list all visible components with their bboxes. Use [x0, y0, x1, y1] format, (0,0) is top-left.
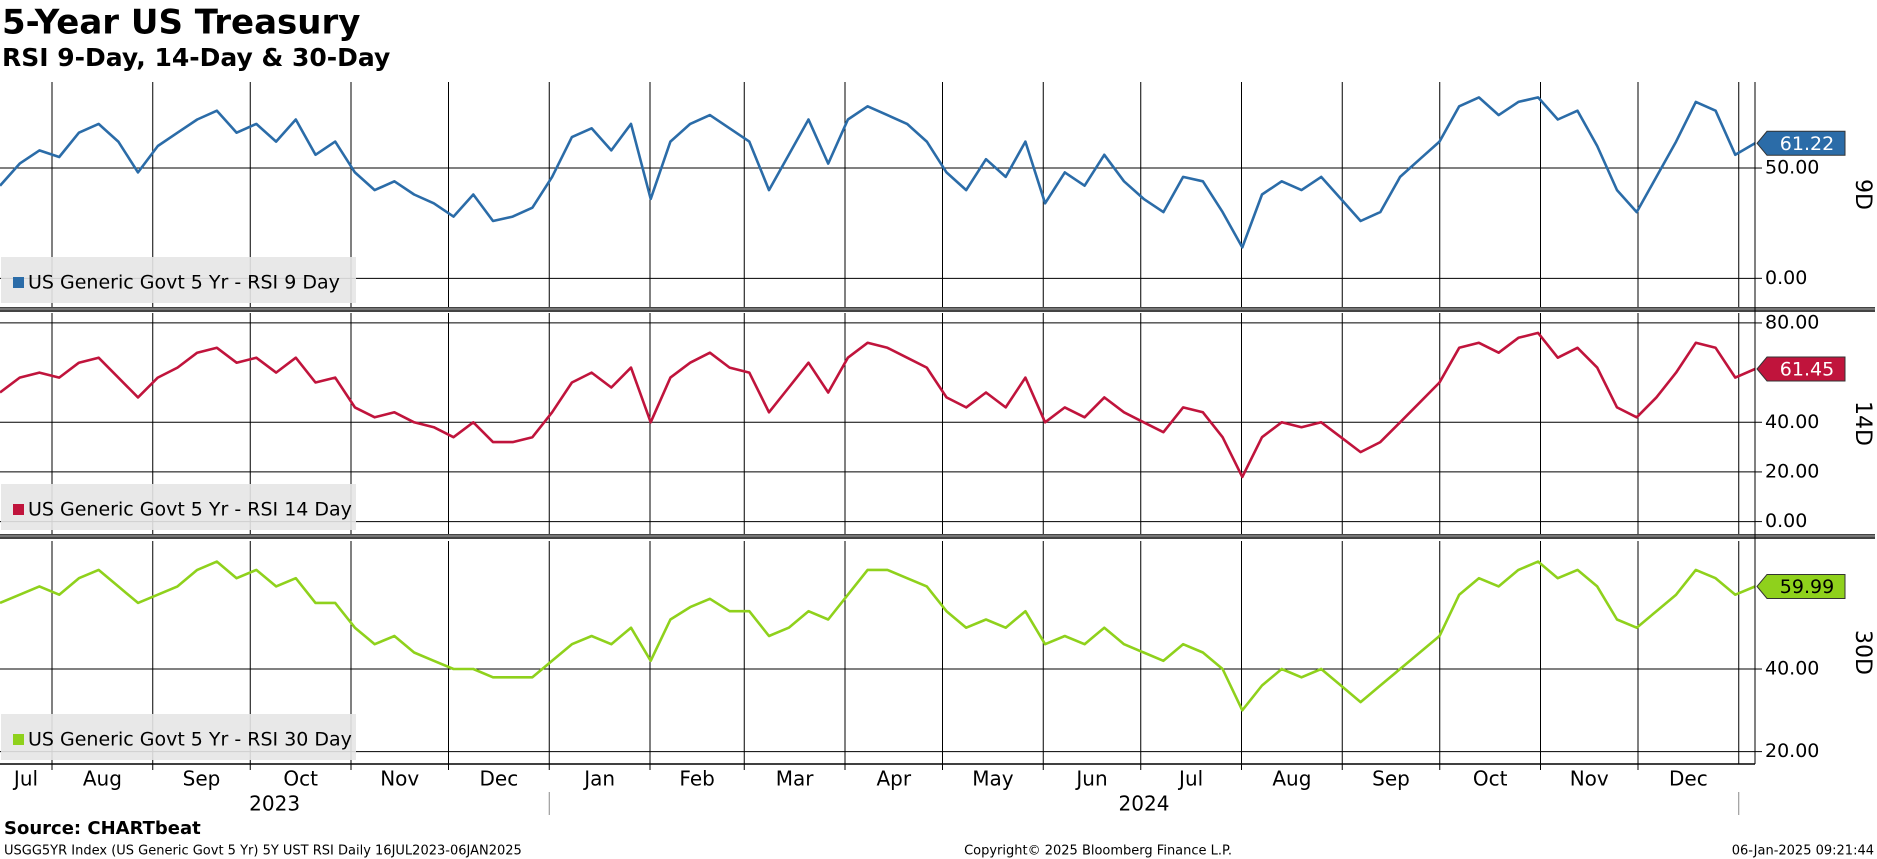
- legend-swatch: [13, 504, 24, 515]
- x-tick-label: Oct: [283, 767, 318, 791]
- last-value-box: [1756, 130, 1846, 156]
- legend-label: US Generic Govt 5 Yr - RSI 14 Day: [28, 499, 352, 521]
- last-value-box: [1756, 356, 1846, 382]
- x-tick-label: Sep: [183, 767, 221, 791]
- x-tick-label: Jun: [1074, 767, 1107, 791]
- footer-center: Copyright© 2025 Bloomberg Finance L.P.: [964, 844, 1232, 859]
- series-line: [0, 96, 1756, 249]
- x-tick-label: Jul: [12, 767, 38, 791]
- x-tick-label: Jan: [582, 767, 615, 791]
- x-tick-label: Dec: [1669, 767, 1708, 791]
- y-tick-label: 40.00: [1765, 411, 1819, 433]
- x-tick-label: Feb: [679, 767, 714, 791]
- x-tick-label: Aug: [1272, 767, 1311, 791]
- panel-label: 14D: [1850, 401, 1875, 446]
- y-tick-label: 20.00: [1765, 740, 1819, 762]
- y-tick-label: 80.00: [1765, 311, 1819, 333]
- last-value-label: 61.22: [1780, 133, 1834, 155]
- panel-label: 30D: [1850, 630, 1875, 675]
- year-label: 2023: [249, 792, 300, 816]
- legend-box: [1, 484, 356, 530]
- y-tick-label: 50.00: [1765, 157, 1819, 179]
- year-label: 2024: [1119, 792, 1170, 816]
- series-line: [0, 560, 1756, 712]
- footer-right: 06-Jan-2025 09:21:44: [1732, 844, 1874, 859]
- x-tick-label: Mar: [776, 767, 815, 791]
- x-tick-label: Oct: [1473, 767, 1508, 791]
- source: Source: CHARTbeat: [4, 818, 201, 839]
- last-value-label: 61.45: [1780, 358, 1834, 380]
- y-tick-label: 40.00: [1765, 658, 1819, 680]
- y-tick-label: 0.00: [1765, 510, 1807, 532]
- legend-box: [1, 257, 356, 303]
- x-tick-label: Aug: [83, 767, 122, 791]
- legend-swatch: [13, 734, 24, 745]
- x-tick-label: May: [972, 767, 1014, 791]
- legend-box: [1, 714, 356, 760]
- legend-swatch: [13, 277, 24, 288]
- last-value-box: [1756, 573, 1846, 599]
- y-tick-label: 0.00: [1765, 267, 1807, 289]
- series-line: [0, 331, 1756, 479]
- chart-subtitle: RSI 9-Day, 14-Day & 30-Day: [2, 43, 390, 72]
- legend-label: US Generic Govt 5 Yr - RSI 30 Day: [28, 729, 352, 751]
- x-tick-label: Nov: [1570, 767, 1609, 791]
- x-tick-label: Dec: [480, 767, 519, 791]
- footer-left: USGG5YR Index (US Generic Govt 5 Yr) 5Y …: [4, 844, 522, 859]
- last-value-label: 59.99: [1780, 576, 1834, 598]
- x-tick-label: Nov: [380, 767, 419, 791]
- legend-label: US Generic Govt 5 Yr - RSI 9 Day: [28, 272, 340, 294]
- x-tick-label: Apr: [876, 767, 911, 791]
- x-tick-label: Jul: [1177, 767, 1203, 791]
- y-tick-label: 20.00: [1765, 460, 1819, 482]
- chart-title: 5-Year US Treasury: [2, 3, 360, 43]
- x-tick-label: Sep: [1372, 767, 1410, 791]
- panel-label: 9D: [1850, 179, 1875, 210]
